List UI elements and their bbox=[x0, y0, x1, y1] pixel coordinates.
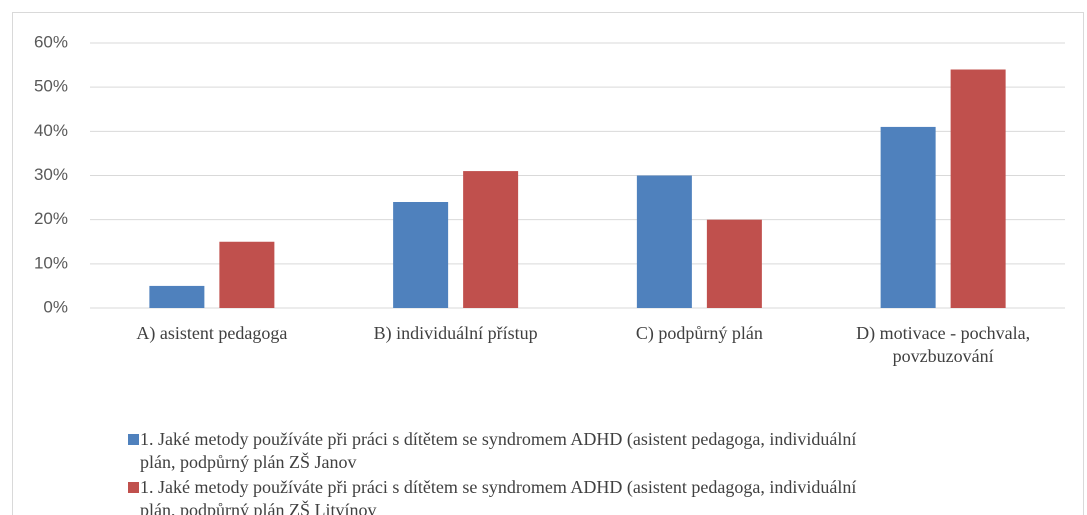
y-tick-label: 50% bbox=[34, 77, 68, 96]
y-tick-label: 30% bbox=[34, 165, 68, 184]
y-tick-label: 10% bbox=[34, 253, 68, 272]
bar bbox=[880, 126, 936, 309]
legend-entry: 1. Jaké metody používáte při práci s dít… bbox=[128, 428, 860, 474]
x-tick-label: A) asistent pedagoga bbox=[136, 323, 288, 343]
bar bbox=[950, 69, 1006, 308]
chart-frame bbox=[12, 12, 1084, 515]
legend-label: 1. Jaké metody používáte při práci s dít… bbox=[140, 477, 857, 515]
bar bbox=[636, 175, 692, 308]
y-tick-label: 40% bbox=[34, 121, 68, 140]
bar bbox=[463, 171, 519, 308]
y-tick-label: 0% bbox=[43, 297, 68, 316]
x-tick-label: C) podpůrný plán bbox=[635, 323, 763, 343]
y-tick-label: 60% bbox=[34, 32, 68, 51]
legend-swatch bbox=[128, 482, 139, 493]
x-tick-label: B) individuální přístup bbox=[373, 323, 538, 343]
bar bbox=[149, 285, 205, 308]
legend-entry: 1. Jaké metody používáte při práci s dít… bbox=[128, 476, 860, 515]
y-tick-label: 20% bbox=[34, 209, 68, 228]
legend-swatch bbox=[128, 434, 139, 445]
bar bbox=[219, 241, 275, 308]
x-tick-label: D) motivace - pochvala, povzbuzování bbox=[856, 323, 1031, 366]
bar bbox=[706, 219, 762, 308]
legend-label: 1. Jaké metody používáte při práci s dít… bbox=[140, 429, 857, 472]
bar bbox=[393, 202, 449, 308]
